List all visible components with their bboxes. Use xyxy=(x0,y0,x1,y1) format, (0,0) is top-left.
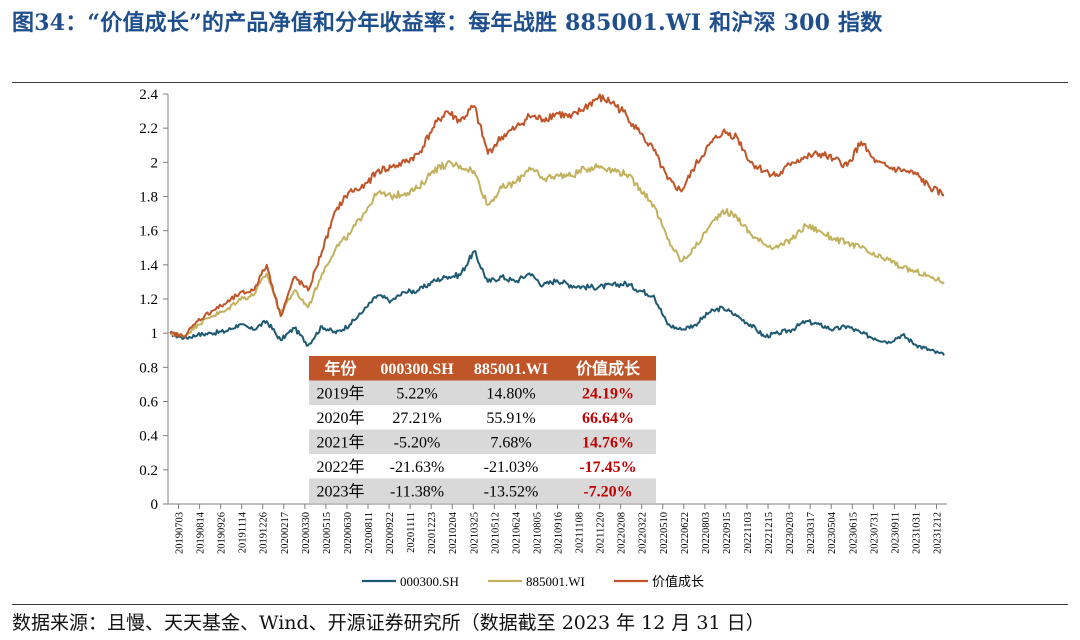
y-tick-label: 0 xyxy=(151,497,159,513)
x-tick-label: 20230911 xyxy=(890,512,901,554)
x-tick-label: 20220322 xyxy=(638,512,649,554)
table-header-cell: 年份 xyxy=(324,359,357,378)
table-cell: 2019年 xyxy=(316,385,364,403)
table-cell: -7.20% xyxy=(583,484,632,501)
table-cell: -5.20% xyxy=(394,435,441,452)
x-tick-label: 20230731 xyxy=(869,512,880,554)
x-tick-label: 20200330 xyxy=(301,512,312,554)
series-lines xyxy=(169,93,945,356)
x-tick-label: 20230504 xyxy=(827,511,838,554)
table-row-bg xyxy=(309,478,656,503)
x-tick-label: 20200630 xyxy=(343,512,354,554)
y-tick-label: 1.6 xyxy=(139,224,158,240)
x-axis: 20190703 20190814 20190926 20191114 20191226… xyxy=(168,503,947,554)
table-cell: -11.38% xyxy=(390,484,444,501)
x-tick-label: 20191114 xyxy=(238,511,249,553)
x-tick-label: 20210624 xyxy=(511,511,522,554)
figure-title: 图34：“价值成长”的产品净值和分年收益率：每年战胜 885001.WI 和沪深… xyxy=(12,10,883,36)
x-tick-label: 20200515 xyxy=(322,512,333,554)
table-cell: 5.22% xyxy=(396,386,437,403)
x-tick-label: 20201223 xyxy=(427,512,438,554)
x-tick-label: 20210325 xyxy=(469,512,480,554)
table-cell: 2020年 xyxy=(316,409,364,427)
y-tick-label: 1 xyxy=(151,326,159,342)
table-cell: -17.45% xyxy=(579,459,636,476)
table-row-bg xyxy=(309,429,656,454)
x-tick-label: 20190926 xyxy=(217,512,228,554)
series-line-1 xyxy=(169,160,945,338)
x-tick-label: 20200922 xyxy=(385,512,396,554)
y-tick-label: 0.8 xyxy=(139,360,158,376)
y-tick-label: 1.8 xyxy=(139,190,158,206)
x-tick-label: 20221103 xyxy=(743,512,754,554)
y-tick-label: 1.4 xyxy=(139,258,158,274)
legend-label: 价值成长 xyxy=(652,574,704,589)
x-tick-label: 20220803 xyxy=(701,512,712,554)
x-tick-label: 20230317 xyxy=(806,512,817,554)
x-tick-label: 20210512 xyxy=(490,512,501,554)
table-cell: 55.91% xyxy=(486,410,535,427)
x-tick-label: 20231031 xyxy=(911,512,922,554)
x-tick-label: 20191226 xyxy=(259,512,270,554)
table-header-cell: 价值成长 xyxy=(576,359,641,378)
x-tick-label: 20211108 xyxy=(575,512,586,553)
table-cell: 2021年 xyxy=(316,434,364,452)
table-header-cell: 000300.SH xyxy=(380,361,454,378)
chart-legend: 000300.SH 885001.WI 价值成长 xyxy=(362,574,704,589)
x-tick-label: 20221215 xyxy=(764,512,775,554)
table-cell: 14.76% xyxy=(582,435,634,452)
y-tick-label: 2 xyxy=(151,155,159,171)
x-tick-label: 20220208 xyxy=(617,512,628,554)
y-tick-label: 2.4 xyxy=(139,87,158,103)
table-cell: 66.64% xyxy=(582,410,634,427)
x-tick-label: 20200217 xyxy=(280,512,291,554)
x-tick-label: 20201111 xyxy=(406,512,417,553)
x-tick-label: 20211220 xyxy=(596,512,607,554)
legend-label: 885001.WI xyxy=(526,574,585,589)
x-tick-label: 20220915 xyxy=(722,512,733,554)
y-tick-label: 2.2 xyxy=(139,121,158,137)
x-tick-label: 20210916 xyxy=(554,512,565,554)
table-cell: 14.80% xyxy=(486,386,535,403)
table-row-bg xyxy=(309,380,656,405)
y-tick-label: 1.2 xyxy=(139,292,158,308)
y-axis: 0 0.2 0.4 0.6 0.8 1 1.2 1.4 1.6 1.8 2 2.2 2.4 xyxy=(139,87,169,513)
table-cell: 2022年 xyxy=(316,458,364,476)
table-cell: -21.63% xyxy=(390,459,445,476)
x-tick-label: 20220510 xyxy=(659,512,670,554)
table-cell: 24.19% xyxy=(582,386,634,403)
table-cell: 2023年 xyxy=(316,483,364,501)
source-divider xyxy=(12,604,1068,605)
legend-label: 000300.SH xyxy=(400,574,459,589)
table-header-cell: 885001.WI xyxy=(474,361,548,378)
data-source-note: 数据来源：且慢、天天基金、Wind、开源证券研究所（数据截至 2023 年 12… xyxy=(12,612,765,634)
x-tick-label: 20230203 xyxy=(785,512,796,554)
table-cell: -13.52% xyxy=(484,484,539,501)
title-divider xyxy=(12,82,1068,83)
nav-line-chart: 0 0.2 0.4 0.6 0.8 1 1.2 1.4 1.6 1.8 2 2.2 2.4 201907… xyxy=(139,87,947,589)
x-tick-label: 20231212 xyxy=(932,512,943,554)
table-header-bg xyxy=(309,356,656,381)
x-tick-label: 20220622 xyxy=(680,512,691,554)
y-tick-label: 0.2 xyxy=(139,463,158,479)
table-cell: 27.21% xyxy=(392,410,441,427)
x-tick-label: 20210805 xyxy=(532,512,543,554)
series-line-2 xyxy=(169,93,945,339)
table-cell: 7.68% xyxy=(490,435,531,452)
x-tick-label: 20190814 xyxy=(196,511,207,554)
table-cell: -21.03% xyxy=(484,459,539,476)
x-tick-label: 20200811 xyxy=(364,512,375,554)
x-tick-label: 20210204 xyxy=(448,511,459,554)
y-tick-label: 0.6 xyxy=(139,395,158,411)
x-tick-label: 20230615 xyxy=(848,512,859,554)
x-tick-label: 20190703 xyxy=(175,512,186,554)
annual-returns-table: 年份 000300.SH 885001.WI 价值成长 2019年 5.22% 14.80%… xyxy=(309,356,656,503)
y-tick-label: 0.4 xyxy=(139,429,158,445)
series-line-0 xyxy=(169,250,945,356)
